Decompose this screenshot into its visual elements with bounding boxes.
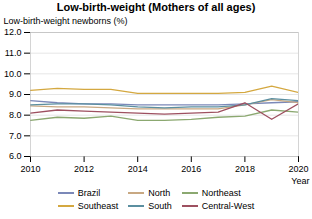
svg-text:2018: 2018 xyxy=(235,164,255,174)
svg-text:Year: Year xyxy=(291,176,309,186)
svg-text:2012: 2012 xyxy=(74,164,94,174)
html-text:South: South xyxy=(148,201,172,211)
svg-text:12.0: 12.0 xyxy=(4,27,22,37)
svg-text:Low-birth-weight newborns (%): Low-birth-weight newborns (%) xyxy=(4,16,128,26)
svg-text:2016: 2016 xyxy=(181,164,201,174)
svg-text:6.0: 6.0 xyxy=(9,151,22,161)
html-text:Central-West: Central-West xyxy=(201,201,255,211)
svg-text:2020: 2020 xyxy=(288,164,308,174)
svg-text:7.0: 7.0 xyxy=(9,131,22,141)
svg-text:10.0: 10.0 xyxy=(4,69,22,79)
svg-text:8.0: 8.0 xyxy=(9,110,22,120)
html-text:North: North xyxy=(148,188,171,198)
html-text:Southeast: Southeast xyxy=(77,201,119,211)
svg-text:11.0: 11.0 xyxy=(5,48,22,58)
html-text:Brazil: Brazil xyxy=(77,188,101,198)
html-text:Low-birth-weight (Mothers of a: Low-birth-weight (Mothers of all ages) xyxy=(56,1,256,13)
svg-text:2010: 2010 xyxy=(20,164,40,174)
svg-text:9.0: 9.0 xyxy=(9,89,22,99)
html-text:Northeast: Northeast xyxy=(201,188,241,198)
svg-text:2014: 2014 xyxy=(128,164,148,174)
